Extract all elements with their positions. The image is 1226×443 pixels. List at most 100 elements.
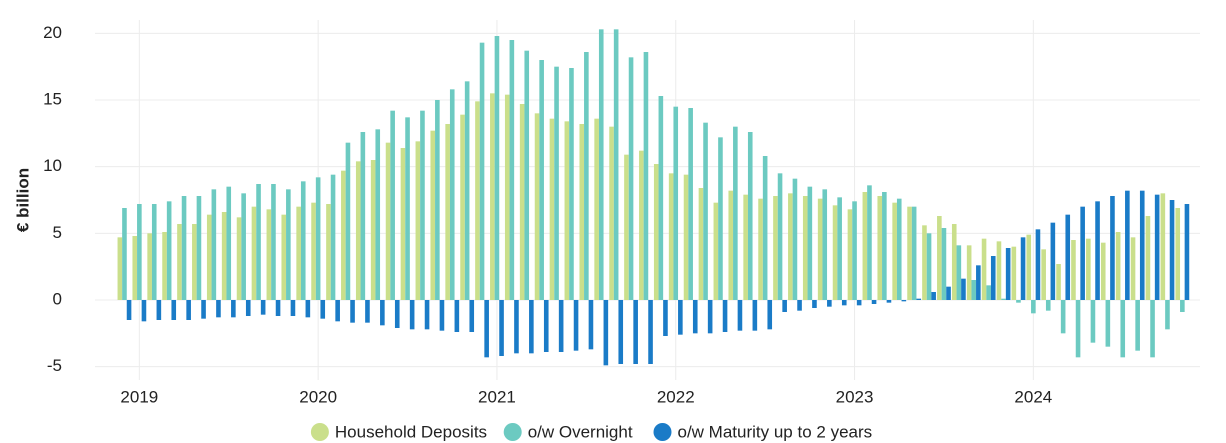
- bar: [1130, 237, 1136, 300]
- bar: [931, 292, 936, 300]
- bar: [117, 237, 123, 300]
- bar: [166, 201, 172, 300]
- bar: [996, 241, 1002, 300]
- bar: [981, 238, 987, 300]
- bar: [916, 298, 922, 300]
- bar: [311, 202, 316, 300]
- bar: [490, 93, 495, 300]
- bar: [251, 206, 257, 300]
- bar: [733, 126, 738, 301]
- bar: [435, 100, 440, 300]
- bar: [415, 141, 421, 300]
- bar: [286, 189, 291, 300]
- bar: [807, 186, 813, 300]
- bar: [524, 50, 530, 300]
- bar: [971, 280, 977, 300]
- bar: [1001, 298, 1006, 300]
- bar: [678, 300, 683, 335]
- x-tick-label: 2024: [1014, 387, 1052, 406]
- bar: [573, 300, 579, 351]
- bar: [802, 196, 808, 300]
- y-axis-label: € billion: [13, 168, 32, 232]
- bar: [961, 278, 966, 300]
- bar: [1110, 196, 1115, 300]
- bar: [668, 173, 674, 300]
- bar: [653, 164, 659, 300]
- bar: [1026, 234, 1032, 300]
- bar: [594, 118, 599, 301]
- bar: [797, 300, 802, 311]
- bar: [519, 104, 525, 300]
- bar: [330, 174, 336, 300]
- bar: [147, 233, 152, 300]
- bar: [360, 132, 366, 300]
- bar: [256, 184, 261, 300]
- bar: [856, 300, 862, 306]
- bar: [1035, 229, 1041, 300]
- bar: [1086, 238, 1091, 300]
- bar: [405, 117, 410, 300]
- bar: [1071, 240, 1076, 300]
- bar: [1169, 200, 1175, 300]
- y-tick-label: 15: [43, 89, 62, 108]
- bar: [1031, 300, 1036, 314]
- bar: [231, 300, 236, 318]
- bar: [767, 300, 773, 330]
- bar: [1041, 249, 1046, 300]
- bar: [867, 185, 872, 300]
- y-tick-label: 0: [53, 289, 62, 308]
- bar: [1011, 246, 1017, 300]
- bar: [420, 110, 425, 301]
- bar: [1100, 242, 1106, 300]
- bar: [743, 194, 748, 300]
- bar: [543, 300, 549, 352]
- bar: [1050, 222, 1056, 300]
- bar: [345, 142, 351, 300]
- bar: [226, 186, 232, 300]
- bar: [132, 236, 138, 300]
- bar: [812, 300, 817, 308]
- bar: [475, 101, 480, 300]
- bar: [832, 205, 838, 300]
- bar: [439, 300, 445, 331]
- bar: [609, 126, 614, 301]
- bar: [1075, 300, 1081, 358]
- y-tick-label: 20: [43, 23, 62, 42]
- bar: [196, 196, 202, 300]
- bar: [216, 300, 221, 318]
- bar: [400, 148, 406, 300]
- bar: [773, 196, 778, 300]
- bar: [907, 206, 912, 300]
- bar: [966, 245, 972, 300]
- bar: [986, 285, 991, 300]
- bar: [882, 192, 887, 300]
- bar: [692, 300, 698, 334]
- y-tick-label: 5: [53, 223, 62, 242]
- bar: [633, 300, 638, 364]
- bar: [1150, 300, 1155, 358]
- bar: [266, 209, 272, 300]
- bar: [683, 174, 689, 300]
- bar: [341, 170, 346, 300]
- bar: [956, 245, 962, 300]
- bar: [499, 300, 504, 356]
- legend-marker: [653, 423, 672, 441]
- bar: [598, 29, 604, 300]
- bar: [1180, 300, 1185, 312]
- bar: [1145, 216, 1151, 300]
- bar: [926, 233, 932, 300]
- bar: [380, 300, 385, 326]
- bar: [479, 42, 485, 301]
- bar: [1105, 300, 1111, 347]
- bar: [430, 130, 436, 300]
- bar: [886, 300, 892, 303]
- bar: [494, 36, 500, 300]
- bar: [539, 60, 544, 300]
- bar: [792, 178, 798, 300]
- bar: [613, 29, 619, 300]
- bar: [1135, 300, 1140, 351]
- bar: [713, 202, 719, 300]
- bar: [281, 214, 287, 300]
- bar: [827, 300, 832, 307]
- bar: [901, 300, 907, 302]
